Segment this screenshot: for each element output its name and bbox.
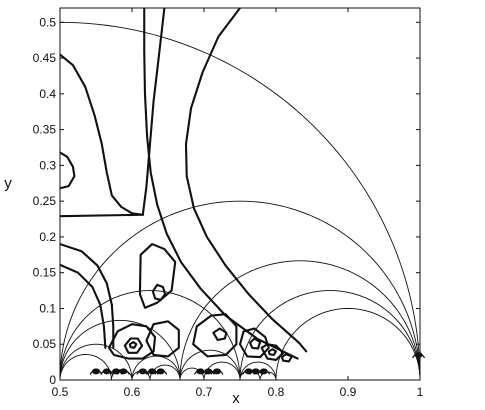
y-tick-label-9: 0.45 — [33, 51, 57, 65]
x-tick-label-4: 0.9 — [340, 385, 357, 399]
geodesic-arc-4 — [179, 260, 420, 380]
cusp-cluster-9 — [210, 368, 224, 375]
contour-line-5 — [60, 263, 107, 349]
y-tick-label-3: 0.15 — [33, 266, 57, 280]
contour-line-2 — [141, 8, 166, 216]
contour-line-6 — [143, 8, 299, 360]
contour-line-19 — [267, 348, 278, 357]
y-tick-label-1: 0.05 — [33, 337, 57, 351]
geodesic-arc-9 — [179, 349, 241, 380]
y-axis-ticks: 0 0.05 0.1 0.15 0.2 0.25 0.3 0.35 0.4 0.45 0.5 — [33, 15, 420, 387]
y-axis-label: y — [4, 175, 12, 192]
contour-line-7 — [184, 8, 308, 353]
contour-line-14 — [192, 313, 238, 358]
x-tick-label-3: 0.8 — [268, 385, 285, 399]
contour-line-10 — [107, 323, 157, 360]
y-tick-label-10: 0.5 — [39, 15, 56, 29]
x-axis-label: x — [232, 390, 240, 407]
geodesic-arc-2 — [60, 290, 241, 380]
contour-line-0 — [60, 53, 144, 216]
geodesic-arc-11 — [60, 354, 112, 380]
x-tick-label-1: 0.6 — [124, 385, 141, 399]
contour-line-13 — [145, 320, 180, 358]
x-tick-label-2: 0.7 — [196, 385, 213, 399]
contour-line-18 — [260, 343, 285, 362]
cusp-cluster-5 — [145, 368, 159, 375]
geodesic-arc-7 — [60, 343, 133, 380]
cusp-cluster-6 — [154, 368, 168, 375]
contour-line-1 — [60, 213, 144, 218]
contour-line-4 — [60, 243, 115, 349]
geodesic-arc-3 — [60, 319, 181, 380]
y-tick-label-6: 0.3 — [39, 158, 56, 172]
cusp-cluster-13 — [412, 351, 426, 359]
geodesic-arc-10 — [239, 361, 277, 380]
cusp-cluster-0 — [89, 368, 103, 375]
cusp-clusters — [89, 351, 426, 375]
cusp-cluster-12 — [257, 368, 271, 375]
y-tick-label-4: 0.2 — [39, 230, 56, 244]
contour-line-11 — [123, 337, 144, 354]
contour-line-12 — [128, 341, 138, 349]
cusp-cluster-8 — [201, 368, 215, 375]
y-tick-label-7: 0.35 — [33, 123, 57, 137]
contour-line-8 — [138, 243, 177, 309]
contour-line-20 — [280, 353, 293, 363]
x-axis-ticks: 0.5 0.6 0.7 0.8 0.9 1 — [52, 8, 424, 399]
x-tick-label-0: 0.5 — [52, 385, 69, 399]
y-tick-label-5: 0.25 — [33, 194, 57, 208]
y-tick-label-8: 0.4 — [39, 87, 56, 101]
contour-line-15 — [212, 327, 228, 341]
geodesic-arc-0 — [60, 21, 420, 380]
cusp-cluster-3 — [116, 368, 130, 375]
y-tick-label-2: 0.1 — [39, 301, 56, 315]
contour-line-17 — [249, 337, 262, 350]
contour-line-3 — [60, 151, 76, 190]
contour-lines — [60, 8, 308, 363]
geodesic-arc-1 — [60, 200, 420, 380]
contour-line-9 — [151, 283, 167, 301]
x-tick-label-5: 1 — [417, 385, 424, 399]
contour-line-16 — [238, 327, 270, 359]
y-tick-label-0: 0 — [49, 373, 56, 387]
geodesic-arc-6 — [275, 308, 420, 380]
